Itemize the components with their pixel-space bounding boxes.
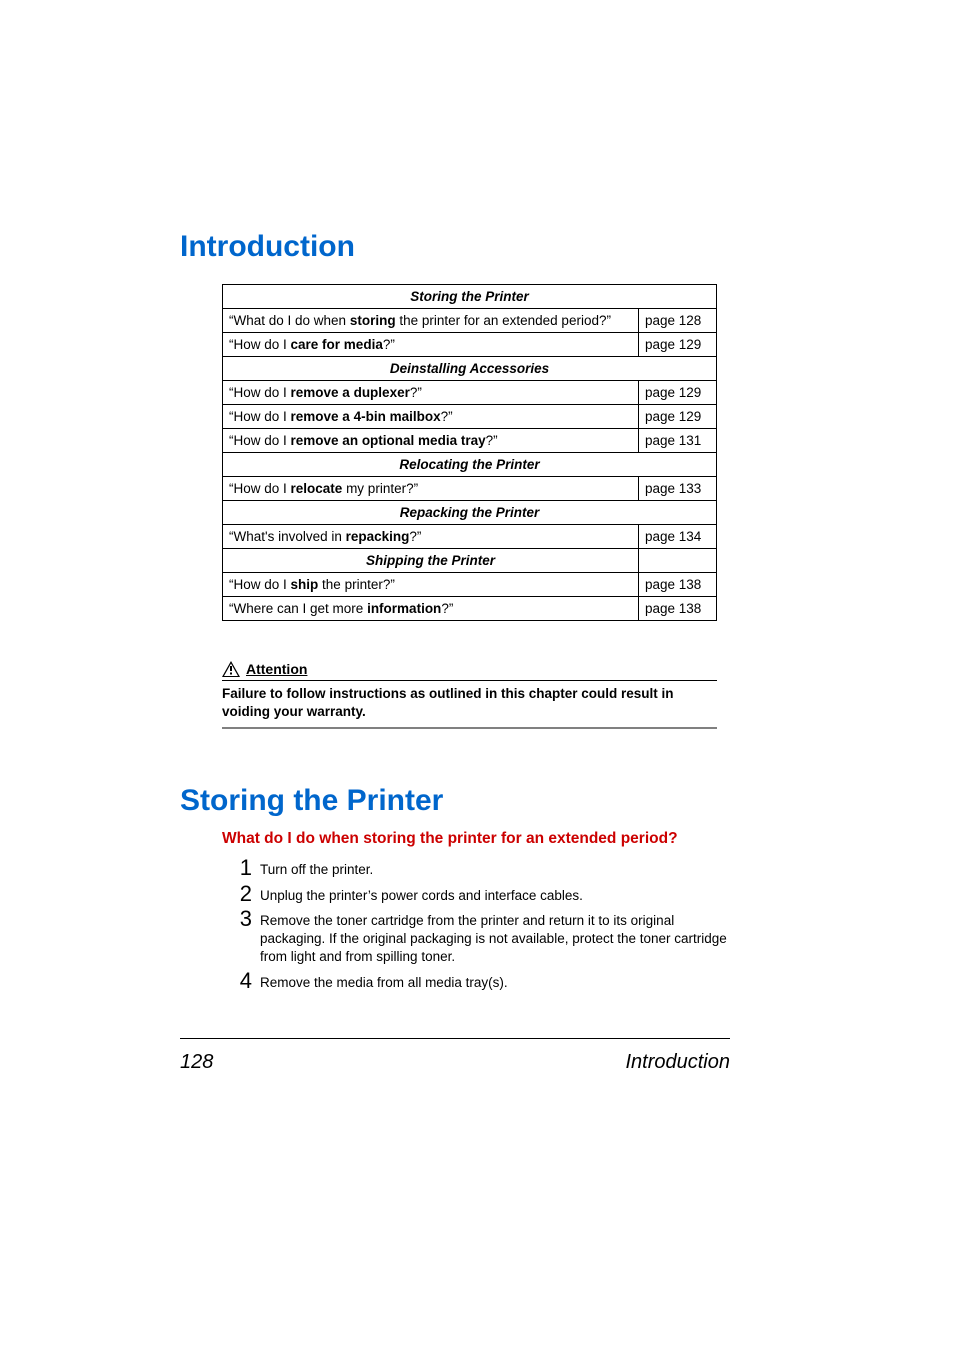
row-text-bold: care for media [291, 337, 383, 352]
table-row: “What's involved in repacking?” page 134 [223, 525, 717, 549]
row-text-pre: “How do I [229, 409, 291, 424]
row-page: page 138 [639, 597, 717, 621]
row-text-post: ?” [409, 529, 421, 544]
row-page: page 129 [639, 381, 717, 405]
row-text-pre: “How do I [229, 337, 291, 352]
row-text-post: ?” [441, 601, 453, 616]
row-text-post: the printer?” [318, 577, 395, 592]
row-text-bold: remove a duplexer [291, 385, 410, 400]
table-row: “How do I ship the printer?” page 138 [223, 573, 717, 597]
steps-list: 1 Turn off the printer. 2 Unplug the pri… [222, 856, 730, 991]
row-text-pre: “What do I do when [229, 313, 350, 328]
step-text: Turn off the printer. [260, 856, 730, 879]
section-header-deinstalling: Deinstalling Accessories [223, 357, 717, 381]
row-text-bold: information [367, 601, 441, 616]
row-page: page 133 [639, 477, 717, 501]
row-page: page 131 [639, 429, 717, 453]
step-text: Remove the media from all media tray(s). [260, 969, 730, 992]
step-item: 3 Remove the toner cartridge from the pr… [222, 907, 730, 967]
row-text-bold: repacking [346, 529, 410, 544]
row-text-pre: “How do I [229, 385, 291, 400]
topics-table: Storing the Printer “What do I do when s… [222, 284, 717, 621]
row-text-pre: “How do I [229, 433, 291, 448]
section-header-repacking: Repacking the Printer [223, 501, 717, 525]
heading-storing: Storing the Printer [180, 784, 730, 818]
step-number: 1 [222, 856, 252, 879]
row-page: page 128 [639, 309, 717, 333]
row-text-bold: ship [291, 577, 319, 592]
table-row: “How do I remove a 4-bin mailbox?” page … [223, 405, 717, 429]
footer-rule [180, 1038, 730, 1039]
row-page: page 129 [639, 405, 717, 429]
row-text-bold: relocate [291, 481, 343, 496]
warning-icon [222, 661, 240, 677]
table-row: “How do I remove an optional media tray?… [223, 429, 717, 453]
row-text-pre: “What's involved in [229, 529, 346, 544]
step-item: 1 Turn off the printer. [222, 856, 730, 879]
empty-cell [639, 549, 717, 573]
page-footer: 128 Introduction [180, 1038, 730, 1074]
attention-body: Failure to follow instructions as outlin… [222, 685, 717, 729]
step-number: 2 [222, 882, 252, 905]
row-text-pre: “How do I [229, 481, 291, 496]
row-text-post: ?” [383, 337, 395, 352]
table-row: “How do I relocate my printer?” page 133 [223, 477, 717, 501]
footer-section-title: Introduction [625, 1051, 730, 1074]
row-text-post: my printer?” [342, 481, 418, 496]
table-row: “Where can I get more information?” page… [223, 597, 717, 621]
footer-page-number: 128 [180, 1051, 213, 1074]
section-header-relocating: Relocating the Printer [223, 453, 717, 477]
topics-table-container: Storing the Printer “What do I do when s… [222, 284, 730, 621]
row-page: page 138 [639, 573, 717, 597]
row-page: page 134 [639, 525, 717, 549]
step-text: Unplug the printer’s power cords and int… [260, 882, 730, 905]
step-item: 4 Remove the media from all media tray(s… [222, 969, 730, 992]
row-text-post: the printer for an extended period?” [396, 313, 611, 328]
heading-introduction: Introduction [180, 230, 730, 264]
table-row: Shipping the Printer [223, 549, 717, 573]
row-page: page 129 [639, 333, 717, 357]
attention-callout: Attention Failure to follow instructions… [222, 661, 717, 729]
row-text-post: ?” [410, 385, 422, 400]
section-header-storing: Storing the Printer [223, 285, 717, 309]
table-row: “How do I care for media?” page 129 [223, 333, 717, 357]
row-text-pre: “How do I [229, 577, 291, 592]
row-text-pre: “Where can I get more [229, 601, 367, 616]
row-text-post: ?” [486, 433, 498, 448]
attention-label: Attention [246, 661, 307, 677]
table-row: “How do I remove a duplexer?” page 129 [223, 381, 717, 405]
section-header-shipping: Shipping the Printer [223, 549, 639, 573]
row-text-bold: storing [350, 313, 396, 328]
step-text: Remove the toner cartridge from the prin… [260, 907, 730, 967]
step-number: 3 [222, 907, 252, 930]
step-number: 4 [222, 969, 252, 992]
step-item: 2 Unplug the printer’s power cords and i… [222, 882, 730, 905]
row-text-post: ?” [441, 409, 453, 424]
row-text-bold: remove an optional media tray [291, 433, 486, 448]
subheading-question: What do I do when storing the printer fo… [222, 830, 730, 848]
row-text-bold: remove a 4-bin mailbox [291, 409, 441, 424]
table-row: “What do I do when storing the printer f… [223, 309, 717, 333]
